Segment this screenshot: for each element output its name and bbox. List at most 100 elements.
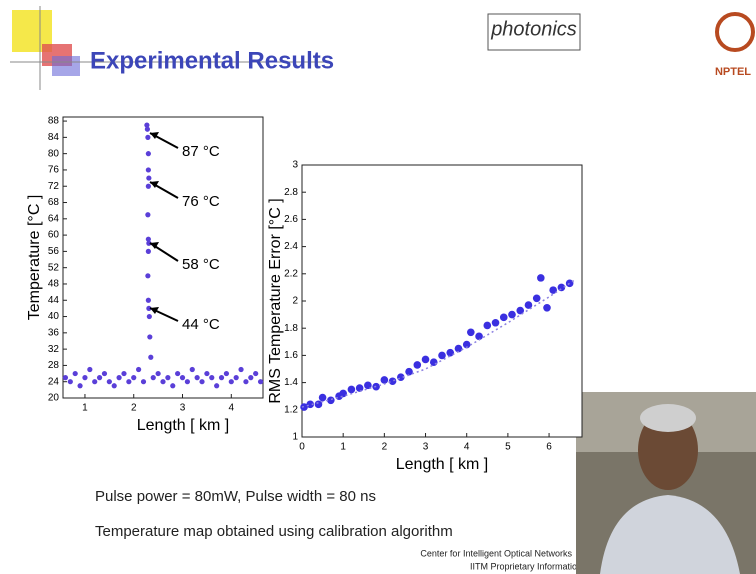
annotation: 44 °C xyxy=(182,316,220,333)
point xyxy=(170,383,176,389)
y-axis-label: RMS Temperature Error [°C ] xyxy=(267,198,284,403)
x-tick-label: 4 xyxy=(464,442,470,453)
point xyxy=(145,236,151,242)
point xyxy=(184,379,190,385)
point xyxy=(257,379,264,385)
point xyxy=(475,332,483,341)
point xyxy=(209,375,215,381)
y-tick-label: 24 xyxy=(48,376,60,387)
y-tick-label: 64 xyxy=(48,213,60,224)
point xyxy=(483,321,492,330)
point xyxy=(147,334,153,340)
y-tick-label: 2.2 xyxy=(284,268,298,279)
point xyxy=(347,385,356,394)
x-tick-label: 3 xyxy=(180,403,186,414)
point xyxy=(121,370,127,377)
point xyxy=(92,379,98,385)
point xyxy=(140,379,147,385)
y-tick-label: 36 xyxy=(48,327,60,338)
point xyxy=(126,379,132,385)
point xyxy=(146,240,152,246)
point xyxy=(223,370,230,377)
x-tick-label: 3 xyxy=(423,442,429,453)
point xyxy=(148,354,154,360)
point xyxy=(144,126,150,132)
point xyxy=(467,328,475,337)
y-axis-label: Temperature [°C ] xyxy=(26,195,43,321)
y-tick-label: 20 xyxy=(48,393,60,404)
arrow-head xyxy=(150,181,159,188)
x-tick-label: 2 xyxy=(382,442,388,453)
y-tick-label: 68 xyxy=(48,197,60,208)
x-tick-label: 2 xyxy=(131,403,137,414)
point xyxy=(87,366,93,373)
y-tick-label: 84 xyxy=(48,132,60,143)
point xyxy=(508,310,516,319)
x-axis-label: Length [ km ] xyxy=(396,456,489,473)
point xyxy=(339,389,347,398)
y-tick-label: 40 xyxy=(48,311,60,322)
point xyxy=(145,273,151,279)
x-tick-label: 5 xyxy=(505,442,511,453)
arrow-head xyxy=(150,132,159,139)
point xyxy=(413,361,422,369)
point xyxy=(355,384,364,392)
point xyxy=(96,375,103,381)
y-tick-label: 2 xyxy=(292,296,298,307)
logo: photonics xyxy=(490,18,577,40)
point xyxy=(537,274,545,282)
point xyxy=(145,183,151,189)
presenter-shirt xyxy=(600,495,740,574)
y-tick-label: 44 xyxy=(48,295,60,306)
x-axis-label: Length [ km ] xyxy=(137,417,230,434)
point xyxy=(101,370,108,377)
y-tick-label: 80 xyxy=(48,148,60,159)
point xyxy=(175,370,181,377)
point xyxy=(306,400,315,409)
y-tick-label: 48 xyxy=(48,279,60,290)
annotation: 76 °C xyxy=(182,193,220,210)
point xyxy=(189,366,195,373)
point xyxy=(532,294,541,303)
point xyxy=(160,379,166,385)
point xyxy=(146,305,152,312)
point xyxy=(228,379,234,385)
point xyxy=(446,348,455,357)
point xyxy=(145,297,151,303)
y-tick-label: 56 xyxy=(48,246,60,257)
y-tick-label: 88 xyxy=(48,116,60,127)
point xyxy=(62,375,69,381)
point xyxy=(499,313,508,322)
point xyxy=(145,151,151,157)
point xyxy=(67,379,73,385)
annotation: 87 °C xyxy=(182,143,220,160)
point xyxy=(253,370,259,377)
point xyxy=(214,383,220,389)
point xyxy=(233,375,239,381)
nptel-logo xyxy=(715,12,755,52)
presenter-head xyxy=(638,410,698,490)
y-tick-label: 28 xyxy=(48,360,60,371)
point xyxy=(405,367,413,376)
point xyxy=(155,370,161,377)
point xyxy=(106,379,112,385)
y-tick-label: 1.4 xyxy=(284,377,298,388)
point xyxy=(111,383,117,389)
point xyxy=(462,340,471,349)
point xyxy=(429,358,438,367)
point xyxy=(145,212,151,218)
point xyxy=(145,134,151,140)
note: Pulse power = 80mW, Pulse width = 80 ns xyxy=(95,488,376,505)
y-tick-label: 3 xyxy=(292,160,298,171)
point xyxy=(238,366,244,373)
point xyxy=(565,279,574,288)
y-tick-label: 2.8 xyxy=(284,187,298,198)
x-tick-label: 4 xyxy=(229,403,235,414)
point xyxy=(77,383,83,389)
point xyxy=(218,375,225,381)
point xyxy=(116,375,122,381)
point xyxy=(82,375,88,381)
point xyxy=(243,379,249,385)
point xyxy=(543,304,551,312)
